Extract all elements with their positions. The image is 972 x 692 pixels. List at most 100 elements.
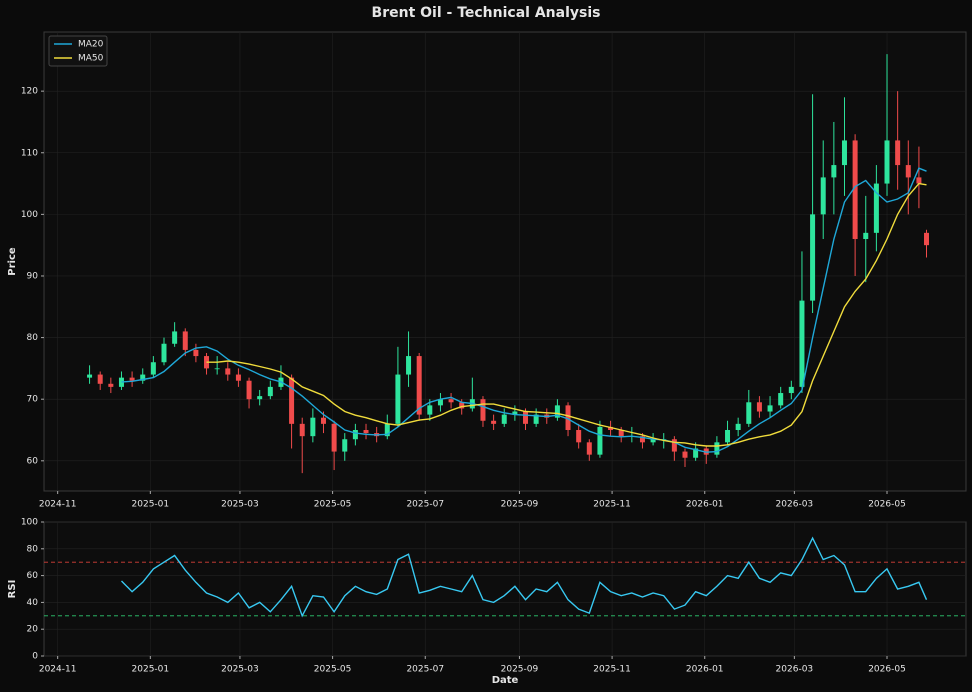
candle-body (693, 448, 699, 458)
x-tick-label: 2025-11 (593, 665, 631, 675)
candle-body (129, 377, 135, 381)
candle-body (459, 402, 465, 409)
candle-body (501, 414, 507, 424)
y-tick-label: 60 (27, 456, 39, 466)
candle-body (916, 177, 922, 184)
candle-body (597, 426, 603, 455)
candle-body (395, 374, 401, 424)
candle-body (108, 383, 114, 387)
x-tick-label: 2025-05 (314, 665, 352, 675)
x-tick-label: 2026-01 (686, 500, 724, 510)
candle-body (182, 331, 188, 350)
candle-body (735, 423, 741, 431)
x-tick-label: 2025-01 (132, 500, 170, 510)
candle-body (427, 405, 433, 415)
candle-body (299, 423, 305, 437)
candle-body (756, 402, 762, 412)
x-tick-label: 2026-05 (868, 665, 906, 675)
x-tick-label: 2025-09 (501, 500, 539, 510)
x-tick-label: 2025-07 (406, 500, 444, 510)
candle-body (820, 177, 826, 215)
candle-body (788, 386, 794, 394)
y-tick-label: 110 (21, 148, 38, 158)
y-tick-label: 100 (21, 210, 38, 220)
candle-body (725, 430, 731, 443)
candle-body (671, 439, 677, 452)
y-axis-label: RSI (7, 580, 18, 599)
candle-body (799, 300, 805, 387)
candle-body (746, 402, 752, 424)
candle-body (448, 399, 454, 403)
candle-body (97, 374, 103, 384)
x-tick-label: 2026-03 (776, 665, 814, 675)
candle-body (118, 377, 124, 387)
ma-line (121, 167, 927, 453)
y-tick-label: 100 (21, 518, 38, 528)
candle-body (363, 430, 369, 434)
candle-body (554, 405, 560, 418)
x-tick-label: 2025-03 (221, 500, 259, 510)
candle-body (331, 423, 337, 452)
candle-body (618, 430, 624, 437)
x-tick-label: 2026-03 (776, 500, 814, 510)
candle-body (352, 430, 358, 440)
candle-body (523, 411, 529, 424)
x-tick-label: 2024-11 (39, 500, 77, 510)
y-tick-label: 90 (27, 271, 39, 281)
y-axis-label: Price (7, 247, 18, 276)
candle-body (491, 420, 497, 424)
plot-area (43, 521, 967, 657)
y-tick-label: 80 (27, 333, 39, 343)
legend-label: MA50 (78, 54, 104, 64)
x-tick-label: 2025-01 (132, 665, 170, 675)
candle-body (512, 411, 518, 415)
candle-body (533, 414, 539, 424)
x-tick-label: 2026-01 (686, 665, 724, 675)
candle-body (608, 426, 614, 431)
candle-body (682, 451, 688, 458)
candle-body (257, 396, 263, 400)
chart-title: Brent Oil - Technical Analysis (372, 5, 601, 21)
candle-body (289, 377, 295, 424)
candle-body (437, 399, 443, 406)
candle-body (193, 349, 199, 357)
candle-body (225, 368, 231, 375)
x-axis-label: Date (492, 675, 519, 686)
candle-body (884, 140, 890, 184)
candle-body (235, 374, 241, 381)
candle-body (650, 439, 656, 443)
candle-body (310, 417, 316, 437)
candle-body (150, 362, 156, 375)
x-tick-label: 2026-05 (868, 500, 906, 510)
x-tick-label: 2025-05 (314, 500, 352, 510)
y-tick-label: 20 (27, 625, 39, 635)
candle-body (87, 374, 93, 378)
candle-body (172, 331, 178, 344)
y-tick-label: 70 (27, 395, 39, 405)
candle-body (924, 232, 930, 246)
candle-body (841, 140, 847, 166)
x-tick-label: 2025-11 (593, 500, 631, 510)
candle-body (895, 140, 901, 166)
candle-body (852, 140, 858, 240)
candle-body (863, 232, 869, 240)
x-tick-label: 2025-09 (501, 665, 539, 675)
y-tick-label: 60 (27, 571, 39, 581)
y-tick-label: 80 (27, 544, 39, 554)
candle-body (714, 442, 720, 455)
candle-body (342, 439, 348, 452)
y-tick-label: 120 (21, 87, 38, 97)
candle-body (576, 430, 582, 443)
candle-body (140, 374, 146, 381)
x-tick-label: 2025-07 (406, 665, 444, 675)
legend-label: MA20 (78, 40, 104, 50)
candle-body (586, 442, 592, 455)
candle-body (831, 165, 837, 178)
y-tick-label: 0 (32, 652, 38, 662)
candle-body (161, 343, 167, 363)
candle-body (778, 393, 784, 406)
candle-body (873, 183, 879, 233)
candle-body (639, 436, 645, 443)
candle-body (267, 386, 273, 397)
